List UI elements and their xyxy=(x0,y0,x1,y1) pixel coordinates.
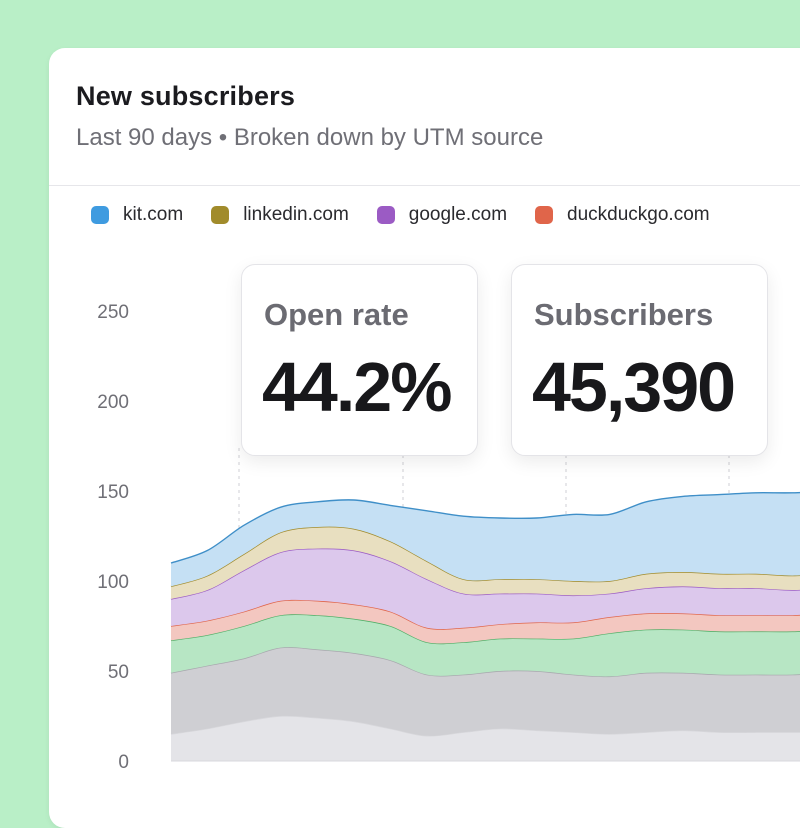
legend-swatch-duckduckgo xyxy=(535,206,554,224)
legend-swatch-kit xyxy=(91,206,109,224)
area-series-line-6 xyxy=(170,491,800,564)
y-tick-label: 200 xyxy=(97,392,129,413)
y-tick-label: 0 xyxy=(118,752,129,773)
legend-label-linkedin: linkedin.com xyxy=(243,204,349,225)
y-tick-label: 150 xyxy=(97,482,129,503)
chart-legend: kit.com linkedin.com google.com duckduck… xyxy=(91,204,738,226)
legend-item-linkedin[interactable]: linkedin.com xyxy=(211,204,349,226)
subscribers-label: Subscribers xyxy=(534,297,714,332)
area-series-4 xyxy=(171,548,800,630)
open-rate-label: Open rate xyxy=(264,297,409,332)
area-series-0 xyxy=(171,715,800,761)
area-series-1 xyxy=(171,647,800,736)
subscribers-stat-card: Subscribers 45,390 xyxy=(511,264,768,456)
legend-item-duckduckgo[interactable]: duckduckgo.com xyxy=(535,204,710,226)
stacked-area-chart: 0 50 100 150 200 250 xyxy=(97,302,800,773)
header-divider xyxy=(49,185,800,186)
legend-label-google: google.com xyxy=(408,204,508,225)
legend-item-google[interactable]: google.com xyxy=(376,204,508,226)
legend-swatch-google xyxy=(376,206,395,224)
area-series-5 xyxy=(171,526,800,599)
legend-label-duckduckgo: duckduckgo.com xyxy=(567,204,710,225)
y-tick-label: 100 xyxy=(97,572,129,593)
legend-swatch-linkedin xyxy=(211,206,230,224)
card-title: New subscribers xyxy=(76,81,296,111)
subscribers-card: New subscribers Last 90 days • Broken do… xyxy=(49,48,800,828)
open-rate-card: Open rate 44.2% xyxy=(241,264,478,456)
area-series-3 xyxy=(171,599,800,644)
y-tick-label: 250 xyxy=(97,302,129,323)
legend-label-kit: kit.com xyxy=(123,204,184,225)
legend-item-kit[interactable]: kit.com xyxy=(91,204,183,226)
open-rate-value: 44.2% xyxy=(262,348,452,426)
card-subtitle: Last 90 days • Broken down by UTM source xyxy=(76,124,544,151)
area-series-6 xyxy=(171,492,800,587)
y-tick-label: 50 xyxy=(108,662,129,683)
subscribers-value: 45,390 xyxy=(532,348,736,426)
